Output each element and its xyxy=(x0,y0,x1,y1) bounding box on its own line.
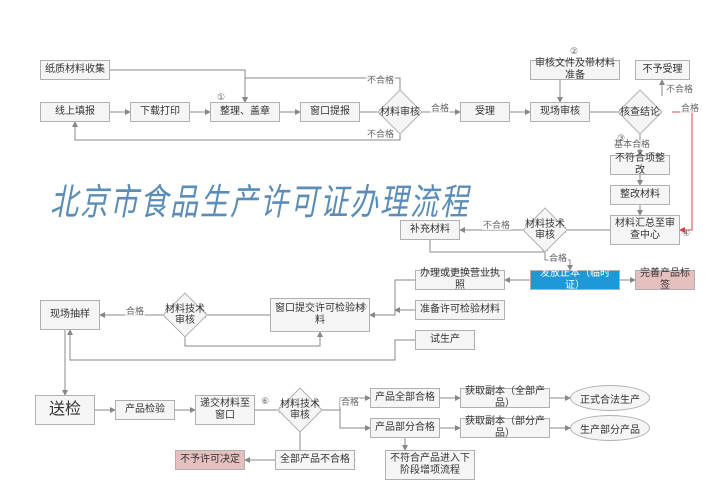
edge xyxy=(70,330,415,360)
edge xyxy=(370,280,415,315)
edge-label: 合格 xyxy=(125,307,145,316)
flow-step: 办理或更换营业执照 xyxy=(415,270,505,290)
flow-decision xyxy=(522,207,567,252)
edge-label: 不合格 xyxy=(482,221,511,230)
flow-step: 不予许可决定 xyxy=(175,450,245,470)
flow-step: 整理、盖章 xyxy=(210,102,280,122)
flow-step: 下载打印 xyxy=(130,102,190,122)
flow-step: 产品部分合格 xyxy=(370,418,440,438)
step-marker: ⑥ xyxy=(261,396,269,407)
edge-label: 不合格 xyxy=(665,85,694,94)
diagram-title: 北京市食品生产许可证办理流程 xyxy=(50,174,470,226)
edge-label: 不合格 xyxy=(366,130,395,139)
edge-label: 合格 xyxy=(680,104,700,113)
flow-step: 送检 xyxy=(35,395,95,425)
edge-label: 合格 xyxy=(340,398,360,407)
flow-step: 准备许可检验材料 xyxy=(415,300,505,320)
edge-label: 合格 xyxy=(548,254,568,263)
edge xyxy=(316,410,370,428)
step-marker: ⑤ xyxy=(359,302,367,313)
flow-step: 窗口提交许可检验材料 xyxy=(270,298,370,332)
flow-step: 发放正本（临时证） xyxy=(530,270,620,290)
flow-step: 受理 xyxy=(460,102,510,122)
flow-step: 产品全部合格 xyxy=(370,388,440,408)
flow-step: 产品检验 xyxy=(115,400,175,420)
flow-step: 获取副本（全部产品） xyxy=(460,388,550,408)
flow-step: 材料汇总至审查中心 xyxy=(610,215,680,245)
flow-step: 补充材料 xyxy=(400,220,460,240)
step-marker: ④ xyxy=(682,228,690,239)
flow-step: 递交材料至窗口 xyxy=(195,395,255,425)
flow-step: 整改材料 xyxy=(610,185,670,205)
edge-label: 不合格 xyxy=(366,76,395,85)
flow-step: 不予受理 xyxy=(635,60,690,80)
flow-step: 现场审核 xyxy=(530,102,590,122)
flow-decision xyxy=(162,292,207,337)
flow-decision xyxy=(277,387,322,432)
flow-step: 线上填报 xyxy=(40,102,110,122)
flow-decision xyxy=(377,89,422,134)
step-marker: ① xyxy=(217,92,225,103)
flow-step: 完善产品标签 xyxy=(635,270,695,290)
flow-step: 纸质材料收集 xyxy=(40,60,110,80)
flow-step: 不符合项整改 xyxy=(610,155,670,175)
flow-step: 试生产 xyxy=(415,330,475,350)
flow-terminal: 生产部分产品 xyxy=(570,415,650,441)
flow-terminal: 正式合法生产 xyxy=(570,385,650,411)
edge xyxy=(430,240,545,252)
edge xyxy=(185,331,320,346)
flow-step: 现场抽样 xyxy=(40,300,100,330)
step-marker: ② xyxy=(570,46,578,57)
edge-label: 合格 xyxy=(430,104,450,113)
edge xyxy=(672,112,692,230)
flow-step: 审核文件及带材料准备 xyxy=(530,60,620,80)
flow-step: 窗口提报 xyxy=(300,102,360,122)
flow-step: 全部产品不合格 xyxy=(275,450,355,470)
flow-decision xyxy=(617,89,662,134)
step-marker: ③ xyxy=(617,133,625,144)
edge xyxy=(75,122,400,140)
flow-step: 获取副本（部分产品） xyxy=(460,418,550,438)
flow-step: 不符合产品进入下阶段增项流程 xyxy=(385,450,475,480)
